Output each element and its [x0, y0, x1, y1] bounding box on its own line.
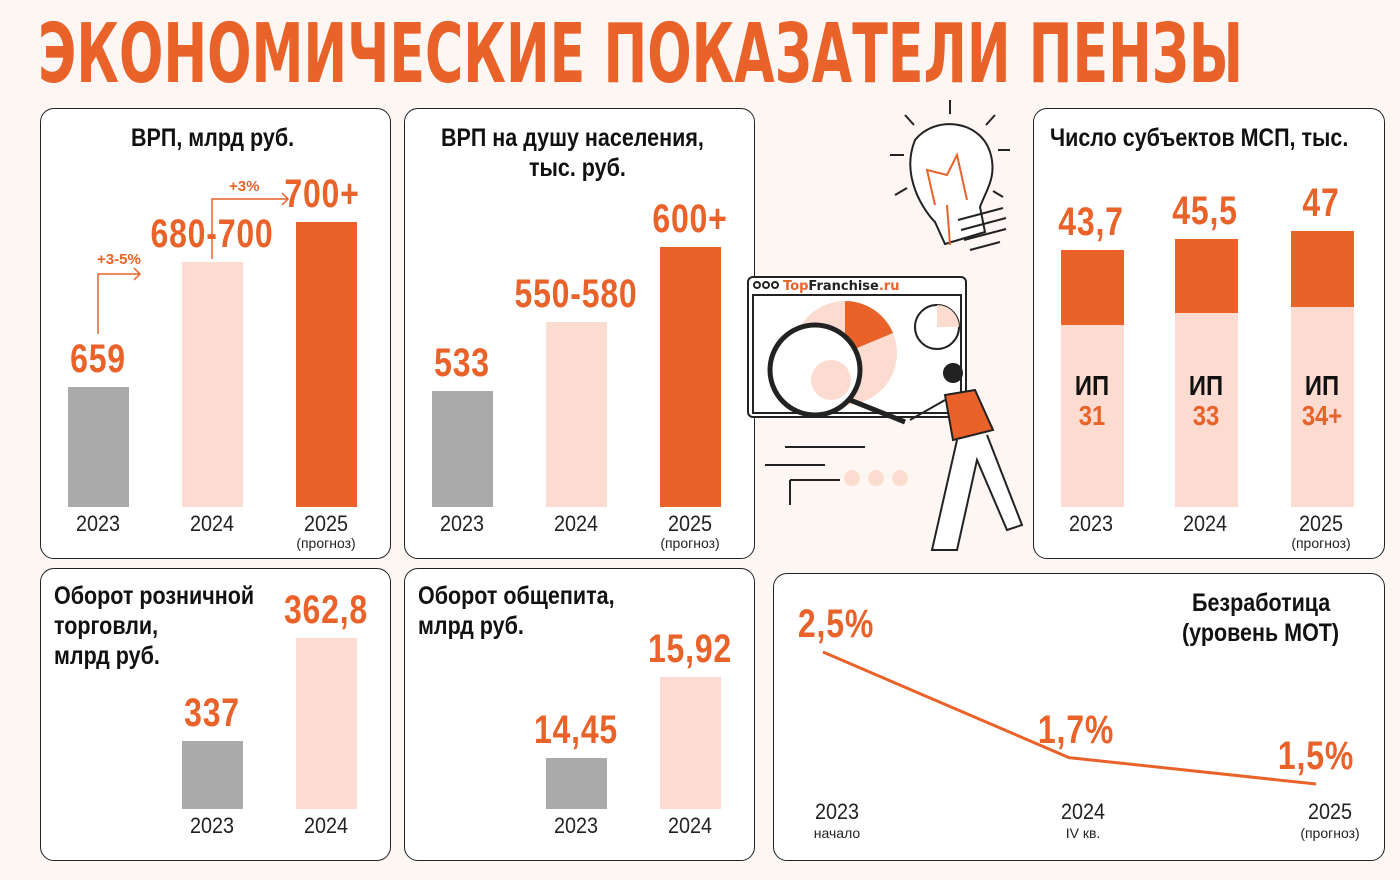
card-grp-per-capita: ВРП на душу населения, тыс. руб. 533 2023…: [404, 108, 755, 559]
value-label: 14,45: [533, 708, 619, 752]
category-label: 2024: [553, 511, 599, 536]
category-label: 2025: [1307, 799, 1353, 824]
card-title: Число субъектов МСП, тыс.: [1050, 124, 1349, 152]
category-note: (прогноз): [1291, 535, 1351, 551]
value-label: 600+: [652, 197, 728, 241]
bar-2023: [181, 741, 243, 809]
category-label: 2024: [1182, 511, 1228, 536]
ip-value: 33: [1192, 400, 1220, 431]
bar-total-2024: [1174, 239, 1238, 313]
category-note: IV кв.: [1065, 825, 1101, 841]
card-catering: Оборот общепита, млрд руб. 14,45 2023 15,9…: [404, 568, 755, 861]
category-label: 2025: [1298, 511, 1344, 536]
card-title-line2: млрд руб.: [418, 612, 524, 640]
ip-name: ИП: [1188, 370, 1224, 401]
bar-total-2023: [1060, 250, 1124, 325]
value-label: 1,7%: [1037, 707, 1115, 752]
category-label: 2023: [553, 813, 599, 838]
value-label: 47: [1302, 180, 1340, 225]
ip-name: ИП: [1074, 370, 1110, 401]
growth-annotation: +3-5%: [97, 251, 141, 268]
category-label: 2024: [189, 511, 235, 536]
value-label: 1,5%: [1277, 734, 1355, 778]
ip-value: 31: [1078, 400, 1106, 431]
category-note: начало: [813, 825, 861, 841]
bar-2024: [181, 262, 243, 507]
category-label: 2025: [667, 511, 713, 536]
bar-2024: [545, 322, 607, 507]
ip-name: ИП: [1304, 370, 1340, 401]
value-label: 43,7: [1058, 200, 1124, 245]
value-label: 362,8: [283, 588, 369, 632]
category-label: 2023: [439, 511, 485, 536]
card-title: ВРП на душу населения,: [441, 124, 704, 152]
category-note: (прогноз): [296, 535, 356, 551]
category-label: 2023: [1068, 511, 1114, 536]
page-title-svg: ЭКОНОМИЧЕСКИЕ ПОКАЗАТЕЛИ ПЕНЗЫ: [38, 7, 1243, 100]
card-retail: Оборот розничной торговли, млрд руб. 337…: [40, 568, 391, 861]
value-label: 15,92: [647, 627, 733, 671]
line-chart: [822, 650, 1317, 786]
page-title: ЭКОНОМИЧЕСКИЕ ПОКАЗАТЕЛИ ПЕНЗЫ: [38, 7, 1243, 100]
category-label: 2023: [814, 799, 860, 824]
category-label: 2023: [75, 511, 121, 536]
card-sme: Число субъектов МСП, тыс. 43,7 ИП 31 2023 45…: [1033, 108, 1385, 559]
category-label: 2024: [1060, 799, 1106, 824]
lightbulb-icon: [890, 100, 1010, 251]
bar-2023: [67, 387, 129, 507]
bar-ip-2023: [1060, 324, 1124, 507]
card-unemployment: Безработица (уровень МОТ) 2,5% 2023 начало…: [773, 573, 1385, 861]
category-note: (прогноз): [1300, 825, 1360, 841]
card-title: ВРП, млрд руб.: [131, 124, 295, 152]
category-label: 2024: [667, 813, 713, 838]
bar-2024: [659, 677, 721, 809]
ip-value: 34+: [1301, 400, 1343, 431]
bar-ip-2024: [1174, 312, 1238, 507]
bar-2025: [659, 247, 721, 507]
card-title-line2: торговли,: [54, 612, 159, 640]
card-grp: ВРП, млрд руб. 659 2023 680-700 2024 700+ 202…: [40, 108, 391, 559]
category-label: 2025: [303, 511, 349, 536]
value-label: 700+: [284, 172, 360, 216]
illustration: TopFranchise.ru: [747, 100, 1024, 551]
card-title-line1: Безработица: [1192, 589, 1331, 617]
card-title-line1: Оборот общепита,: [418, 582, 615, 610]
value-label: 550-580: [514, 272, 638, 317]
card-title-line2: (уровень МОТ): [1182, 619, 1340, 647]
bar-2025: [295, 222, 357, 507]
magnifier-icon: [767, 322, 906, 425]
category-note: (прогноз): [660, 535, 720, 551]
svg-text:TopFranchise.ru: TopFranchise.ru: [783, 279, 899, 294]
value-label: 2,5%: [797, 602, 875, 646]
card-title-line2: тыс. руб.: [529, 154, 626, 182]
category-label: 2023: [189, 813, 235, 838]
bar-total-2025: [1290, 230, 1354, 308]
value-label: 533: [434, 341, 490, 385]
bar-2023: [545, 758, 607, 809]
card-title-line1: Оборот розничной: [54, 582, 255, 610]
value-label: 45,5: [1172, 189, 1238, 234]
bar-2023: [431, 391, 493, 507]
person-figure: [765, 363, 1024, 551]
card-title-line3: млрд руб.: [54, 642, 160, 670]
category-label: 2024: [303, 813, 349, 838]
growth-arrows: [97, 192, 290, 334]
value-label: 337: [184, 691, 240, 735]
growth-annotation: +3%: [229, 178, 260, 195]
bar-2024: [295, 638, 357, 809]
value-label: 659: [70, 337, 126, 381]
bar-ip-2025: [1290, 307, 1354, 507]
